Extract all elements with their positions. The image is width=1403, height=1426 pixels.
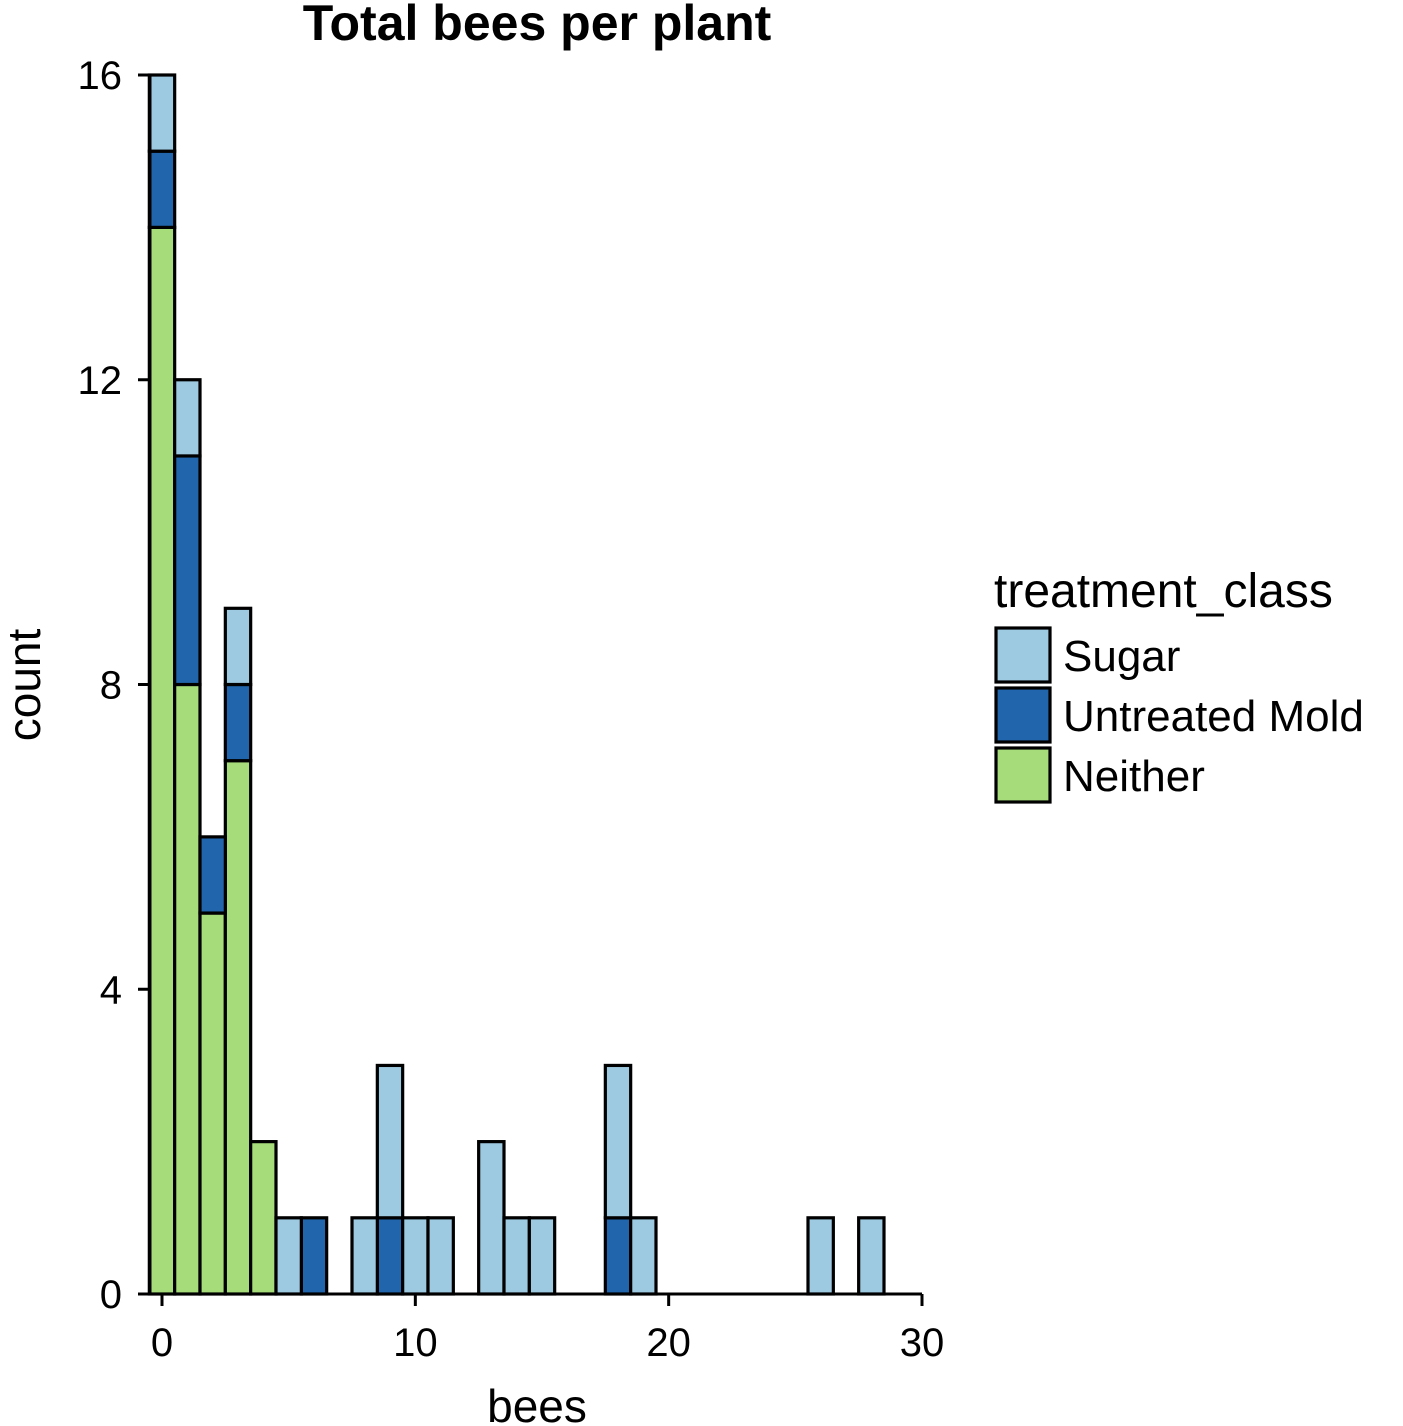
legend-key-untreated-mold [994, 686, 1052, 744]
bar-sugar-x18 [603, 1063, 633, 1220]
legend-title: treatment_class [994, 565, 1333, 618]
y-tick-label-4: 4 [100, 968, 122, 1012]
legend-label-untreated-mold: Untreated Mold [1063, 692, 1364, 741]
y-tick-label-12: 12 [78, 359, 123, 403]
bar-sugar-x11 [426, 1216, 455, 1296]
legend-key-neither [994, 746, 1052, 804]
bar-neither-x2 [198, 911, 227, 1296]
legend-label-sugar: Sugar [1063, 632, 1180, 681]
bar-sugar-x28 [857, 1216, 886, 1296]
bar-sugar-x13 [477, 1140, 506, 1296]
bar-untreated-mold-x6 [299, 1216, 329, 1296]
bar-neither-x1 [173, 682, 202, 1296]
bar-neither-x3 [223, 759, 253, 1296]
bar-sugar-x3 [223, 606, 253, 687]
bar-sugar-x19 [629, 1216, 658, 1296]
legend-items: Sugar Untreated Mold Neither [994, 626, 1364, 804]
bar-sugar-x9 [375, 1063, 405, 1220]
bar-untreated-mold-x0 [147, 149, 177, 229]
x-axis-title: bees [487, 1380, 587, 1426]
bar-sugar-x5 [274, 1216, 303, 1296]
bar-neither-x4 [249, 1140, 278, 1296]
bar-sugar-x0 [147, 73, 177, 153]
bar-untreated-mold-x9 [375, 1216, 405, 1296]
x-tick-label-10: 10 [393, 1321, 438, 1365]
bars-layer [147, 73, 886, 1296]
bar-sugar-x10 [401, 1216, 430, 1296]
x-tick-label-30: 30 [900, 1321, 945, 1365]
bar-untreated-mold-x3 [223, 682, 253, 763]
y-axis-title: count [0, 629, 50, 742]
y-tick-label-16: 16 [78, 54, 123, 98]
chart-title: Total bees per plant [303, 0, 772, 51]
bar-sugar-x26 [806, 1216, 835, 1296]
y-tick-label-8: 8 [100, 664, 122, 708]
x-tick-label-20: 20 [646, 1321, 691, 1365]
bar-sugar-x14 [502, 1216, 531, 1296]
bar-untreated-mold-x2 [198, 835, 227, 915]
x-tick-label-0: 0 [151, 1321, 173, 1365]
bar-sugar-x8 [350, 1216, 379, 1296]
x-axis: 0 10 20 30 [150, 1292, 945, 1365]
bar-neither-x0 [147, 225, 177, 1296]
legend-label-neither: Neither [1063, 752, 1205, 801]
bar-untreated-mold-x1 [173, 454, 202, 687]
bar-untreated-mold-x18 [603, 1216, 633, 1296]
bar-sugar-x15 [527, 1216, 557, 1296]
legend-key-sugar [994, 626, 1052, 684]
y-tick-label-0: 0 [100, 1273, 122, 1317]
legend: treatment_class Sugar Untreated Mold Neith… [994, 565, 1364, 804]
bar-sugar-x1 [173, 378, 202, 458]
y-axis: 0 4 8 12 16 [78, 54, 152, 1317]
